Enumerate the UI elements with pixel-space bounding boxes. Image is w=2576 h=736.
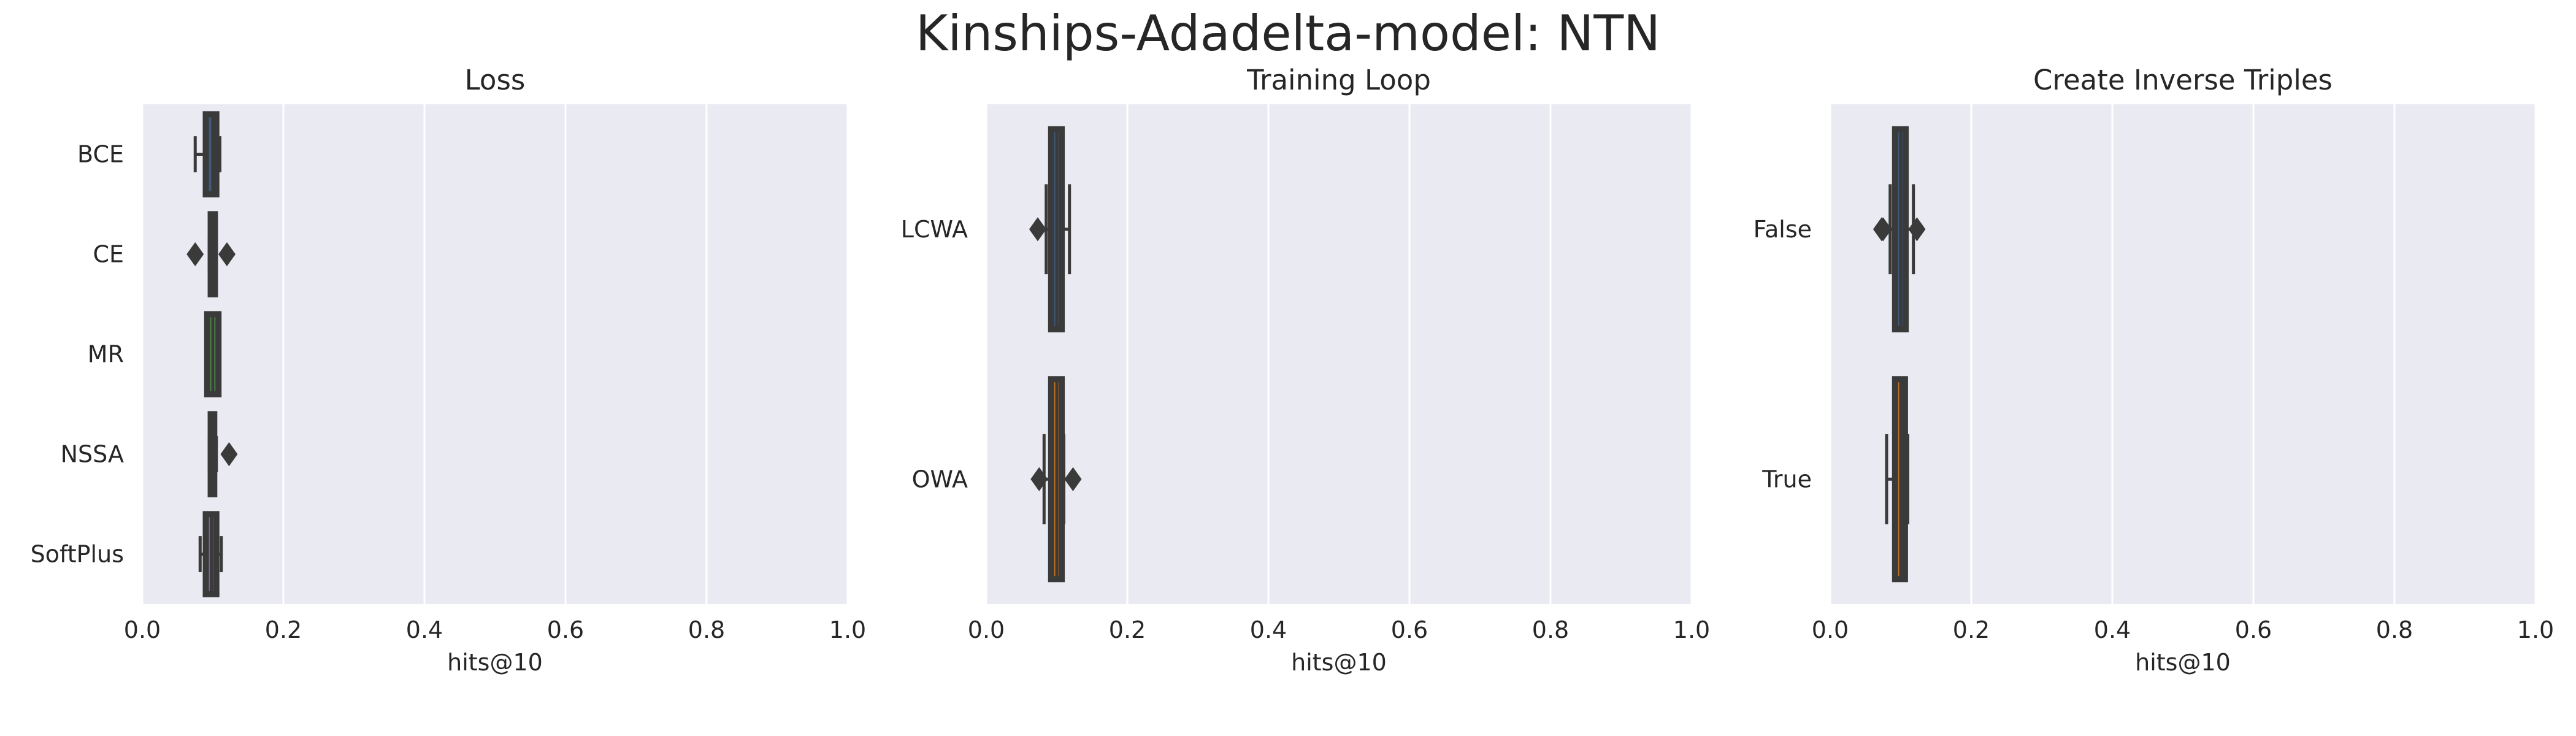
box-SoftPlus [198,511,223,597]
x-axis-label: hits@10 [447,649,543,676]
panel-title: Create Inverse Triples [2033,64,2333,96]
outlier-marker [1029,217,1046,242]
outlier-marker [1030,467,1048,491]
plot-area [142,104,848,604]
box-OWA [1030,376,1082,583]
x-axis-label: hits@10 [2135,649,2231,676]
y-tick-label: LCWA [901,216,968,243]
box-False [1873,126,1926,332]
y-tick-label: CE [93,241,124,268]
plot-area [986,104,1692,604]
outlier-marker [186,242,204,267]
box-MR [204,311,222,397]
panels: 0.0 0.2 0.4 0.6 0.8 1.0 Loss hits@10 BCE CE MR NSSA… [31,64,2555,676]
y-tick-label: MR [88,341,124,368]
outlier-marker [220,442,238,467]
y-tick-label: SoftPlus [31,541,124,568]
x-tick-label: 0.0 [968,616,1005,643]
panel-title: Loss [465,64,526,96]
outlier-marker [1064,467,1082,491]
x-tick-label: 0.2 [1953,616,1990,643]
x-tick-label: 0.8 [2376,616,2413,643]
box-CE [186,211,236,297]
x-axis-label: hits@10 [1291,649,1387,676]
box-True [1885,376,1909,583]
box-NSSA [207,411,238,497]
y-tick-label: OWA [912,466,968,493]
y-tick-label: True [1761,466,1812,493]
x-tick-label: 0.6 [1391,616,1428,643]
x-tick-label: 1.0 [829,616,866,643]
figure-title: Kinships-Adadelta-model: NTN [916,5,1660,62]
panel-title: Training Loop [1246,64,1431,96]
panel-1: 0.0 0.2 0.4 0.6 0.8 1.0 Loss hits@10 BCE CE MR NSSA… [31,64,867,676]
x-tick-label: 0.6 [547,616,584,643]
x-tick-label: 0.8 [1532,616,1569,643]
x-tick-label: 1.0 [1673,616,1710,643]
y-tick-label: False [1754,216,1812,243]
x-tick-label: 0.2 [1109,616,1146,643]
panel-2: 0.0 0.2 0.4 0.6 0.8 1.0 Training Loop hits@10 LC… [901,64,1710,676]
outlier-marker [1874,217,1892,242]
plot-area [1830,104,2536,604]
box-BCE [193,111,221,197]
x-tick-label: 0.0 [1812,616,1849,643]
x-tick-label: 0.8 [688,616,725,643]
panel-3: 0.0 0.2 0.4 0.6 0.8 1.0 Create Inverse Triples… [1754,64,2555,676]
x-tick-label: 0.4 [2094,616,2131,643]
x-tick-label: 1.0 [2517,616,2554,643]
x-tick-label: 0.0 [124,616,161,643]
x-tick-label: 0.4 [406,616,443,643]
x-tick-label: 0.2 [265,616,302,643]
outlier-marker [218,242,236,267]
y-tick-label: NSSA [61,441,124,468]
box-iqr [202,111,220,197]
box-LCWA [1029,126,1071,332]
outlier-marker [1908,217,1926,242]
x-tick-label: 0.4 [1250,616,1287,643]
y-tick-label: BCE [77,141,124,168]
x-tick-label: 0.6 [2235,616,2272,643]
